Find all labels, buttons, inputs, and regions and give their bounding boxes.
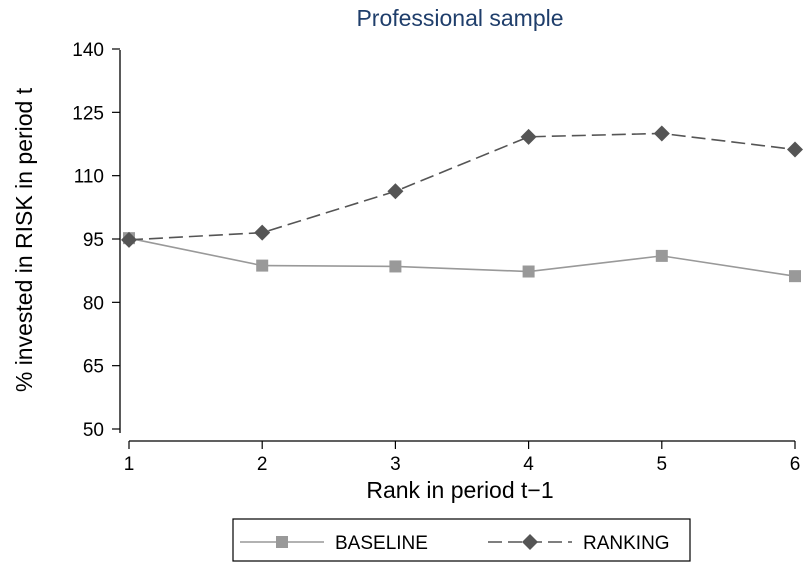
legend-marker-ranking xyxy=(522,534,538,550)
series-ranking xyxy=(121,125,803,248)
data-point-ranking xyxy=(653,125,670,142)
legend-marker-baseline xyxy=(276,536,288,548)
data-point-baseline xyxy=(522,265,535,278)
y-tick-label: 125 xyxy=(72,103,104,124)
y-axis-ticks: 50 65 80 95 110 125 140 xyxy=(72,40,120,441)
data-point-ranking xyxy=(121,231,137,248)
x-tick-label: 4 xyxy=(523,454,534,475)
data-point-ranking xyxy=(520,128,537,145)
data-point-baseline xyxy=(256,259,269,272)
y-tick-label: 50 xyxy=(83,420,104,441)
series-line-baseline xyxy=(128,237,796,277)
data-point-ranking xyxy=(254,224,271,241)
data-point-baseline xyxy=(655,249,668,262)
series-baseline xyxy=(123,232,801,283)
legend-label-baseline: BASELINE xyxy=(335,533,428,554)
data-point-baseline xyxy=(389,260,402,273)
legend-items: BASELINE RANKING xyxy=(240,533,670,554)
x-axis-label: Rank in period t−1 xyxy=(366,477,553,503)
y-axis-label: % invested in RISK in period t xyxy=(11,87,37,392)
legend: BASELINE RANKING xyxy=(232,518,691,562)
legend-box xyxy=(232,518,691,562)
x-tick-label: 2 xyxy=(257,454,268,475)
x-tick-label: 5 xyxy=(657,454,668,475)
x-tick-label: 6 xyxy=(790,454,801,475)
chart-title: Professional sample xyxy=(356,5,563,31)
data-point-ranking xyxy=(387,183,404,200)
y-tick-label: 95 xyxy=(83,230,104,251)
series-group xyxy=(121,125,803,283)
data-point-ranking xyxy=(787,141,803,158)
y-tick-label: 110 xyxy=(74,167,104,188)
y-tick-label: 80 xyxy=(83,293,104,314)
data-point-baseline xyxy=(789,270,801,283)
x-axis-ticks: 1 2 3 4 5 6 xyxy=(124,441,801,475)
y-tick-label: 65 xyxy=(83,357,104,378)
x-tick-label: 1 xyxy=(124,454,135,475)
x-tick-label: 3 xyxy=(390,454,401,475)
legend-label-ranking: RANKING xyxy=(583,533,670,554)
series-line-ranking xyxy=(128,132,796,241)
y-tick-label: 140 xyxy=(72,40,104,61)
